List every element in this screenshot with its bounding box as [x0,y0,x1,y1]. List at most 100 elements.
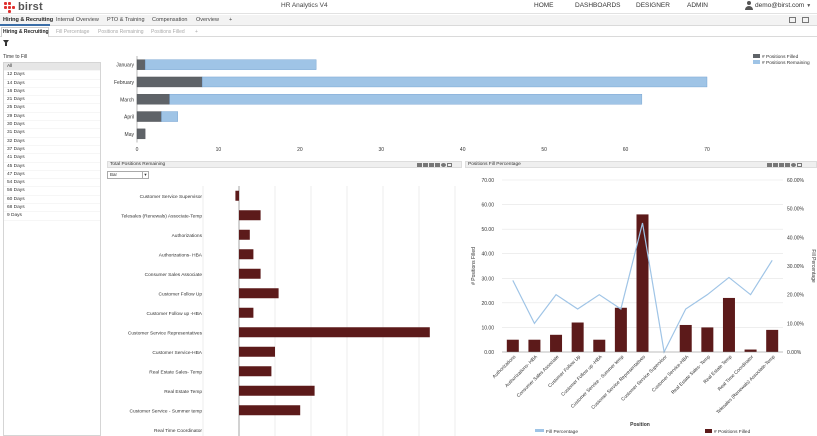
legend-label: # Positions Remaining [762,60,810,66]
y-right-tick-label: 20.00% [787,293,805,299]
page-tab-positions-remaining[interactable]: Positions Remaining [98,29,144,35]
info-icon[interactable] [441,163,446,167]
maximize-icon[interactable] [797,163,802,167]
bar [239,210,261,221]
legend-swatch [535,429,544,432]
export-icon[interactable] [417,163,422,167]
bar [235,190,239,201]
category-label: Customer Service Representatives [128,330,203,336]
filter-option[interactable]: 30 Days [4,121,100,130]
filter-option[interactable]: 41 Days [4,154,100,163]
y-right-label: Fill Percentage [810,249,816,283]
add-page-tab-button[interactable]: + [195,29,198,35]
remaining-panel-header: Total Positions Remaining [107,161,462,168]
filter-option[interactable]: 29 Days [4,113,100,122]
filter-option[interactable]: 60 Days [4,196,100,205]
filter-option[interactable]: 31 Days [4,129,100,138]
bar [239,229,250,240]
top-bar: birst HR Analytics V4 HOME DASHBOARDS DE… [0,0,817,14]
category-label: March [120,97,134,103]
filter-option[interactable]: 21 Days [4,96,100,105]
bar [636,214,649,352]
tab-overview[interactable]: Overview [196,17,219,23]
time-to-fill-filter: Time to Fill All 12 Days 14 Days 16 Days 21 … [3,53,101,436]
y-left-tick-label: 60.00 [481,203,494,209]
category-label: April [124,115,134,121]
tab-compensation[interactable]: Compensation [152,17,188,23]
nav-dashboards[interactable]: DASHBOARDS [575,2,621,9]
filter-option[interactable]: 16 Days [4,88,100,97]
filter-option[interactable]: 12 Days [4,71,100,80]
bar [239,405,301,416]
category-label: Customer Service-HBA [152,350,202,356]
user-menu[interactable]: demo@birst.com ▼ [745,1,811,10]
tab-internal-overview[interactable]: Internal Overview [56,17,99,23]
export-icon[interactable] [767,163,772,167]
pdf-icon[interactable] [773,163,778,167]
category-label: Real Estate Sales- Temp [670,354,712,396]
chart-type-select[interactable]: Bar ▼ [107,171,149,179]
filter-option[interactable]: 68 Days [4,204,100,213]
bar [239,249,254,260]
fill-panel-tools [767,163,802,167]
page-tab-hiring-recruiting[interactable]: Hiring & Recruiting [3,29,49,35]
bar [701,327,714,352]
tab-hiring-recruiting[interactable]: Hiring & Recruiting [3,17,54,23]
filter-option[interactable]: 37 Days [4,146,100,155]
x-tick-label: 20 [297,147,303,153]
category-label: Customer Service Supervisor [620,354,669,403]
info-icon[interactable] [791,163,796,167]
bar-segment [136,94,170,105]
bar [506,339,519,352]
birst-logo[interactable]: birst [4,1,43,13]
nav-designer[interactable]: DESIGNER [636,2,670,9]
legend-label: Fill Percentage [546,429,578,435]
page-tab-fill-percentage[interactable]: Fill Percentage [56,29,90,35]
x-tick-label: 40 [460,147,466,153]
add-tab-button[interactable]: + [229,17,233,23]
ppt-icon[interactable] [779,163,784,167]
y-right-tick-label: 10.00% [787,321,805,327]
bar [550,334,563,352]
layout-icon[interactable] [789,17,796,23]
category-label: Customer Service-HBA [651,354,691,394]
nav-home[interactable]: HOME [534,2,554,9]
x-tick-label: 50 [541,147,547,153]
page-tab-positions-filled[interactable]: Positions Filled [151,29,185,35]
filter-option[interactable]: 56 Days [4,187,100,196]
active-page-tab-frame [1,27,49,37]
bar-segment [144,59,317,70]
filter-option[interactable]: All [4,63,100,72]
filter-option[interactable]: 32 Days [4,138,100,146]
filter-list[interactable]: All 12 Days 14 Days 16 Days 21 Days 25 Days 29… [3,62,101,436]
x-tick-label: 30 [379,147,385,153]
legend-label: # Positions Filled [714,429,751,435]
bar [239,288,279,299]
category-label: January [116,63,134,69]
bar-segment [169,94,643,105]
bar [766,329,779,352]
fill-panel-header: Positions Fill Percentage [465,161,817,168]
excel-icon[interactable] [435,163,440,167]
filter-option[interactable]: 47 Days [4,171,100,180]
y-left-tick-label: 30.00 [481,276,494,282]
filter-option[interactable]: 45 Days [4,163,100,171]
maximize-icon[interactable] [447,163,452,167]
filter-option[interactable]: 14 Days [4,80,100,88]
nav-admin[interactable]: ADMIN [687,2,708,9]
category-label: May [125,132,135,138]
filter-option[interactable]: 54 Days [4,179,100,188]
bar [239,385,315,396]
y-left-tick-label: 50.00 [481,227,494,233]
ppt-icon[interactable] [429,163,434,167]
filter-icon[interactable] [3,40,9,46]
category-label: Customer Follow up -HBA [147,311,203,317]
y-left-tick-label: 70.00 [481,178,494,184]
filter-option[interactable]: 9 Days [4,212,100,221]
tab-pto-training[interactable]: PTO & Training [107,17,145,23]
menu-icon[interactable] [802,17,809,23]
pdf-icon[interactable] [423,163,428,167]
excel-icon[interactable] [785,163,790,167]
filter-option[interactable]: 25 Days [4,104,100,113]
legend-swatch [705,429,712,433]
